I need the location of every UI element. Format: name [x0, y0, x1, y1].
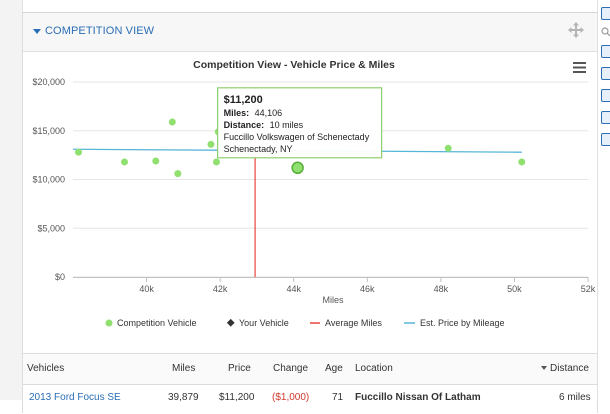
row-change: ($1,000): [272, 392, 310, 403]
left-gutter: [0, 0, 23, 400]
legend-estimate-label: Est. Price by Mileage: [420, 318, 505, 328]
legend-competition-label: Competition Vehicle: [117, 318, 197, 328]
col-distance-sort[interactable]: Distance: [541, 363, 589, 374]
col-location[interactable]: Location: [355, 363, 393, 374]
chart-container: Competition View - Vehicle Price & Miles…: [23, 52, 597, 350]
move-arrows-icon[interactable]: [568, 22, 584, 38]
row-distance: 6 miles: [559, 392, 591, 403]
hamburger-menu-icon[interactable]: [573, 62, 586, 73]
x-tick-label: 42k: [213, 284, 228, 294]
col-miles[interactable]: Miles: [172, 363, 196, 374]
tooltip-dealer: Fuccillo Volkswagen of Schenectady: [224, 132, 370, 142]
competition-point[interactable]: [121, 158, 128, 166]
sort-desc-icon: [541, 366, 547, 370]
tooltip-miles-value: 44,106: [255, 108, 283, 118]
legend-your-vehicle-label: Your Vehicle: [239, 318, 289, 328]
y-tick-label: $5,000: [37, 223, 65, 233]
x-tick-label: 40k: [139, 284, 154, 294]
tooltip: $11,200 Miles: 44,106 Distance: 10 miles…: [217, 87, 383, 159]
svg-text:Miles: 44,106: Miles: 44,106: [224, 108, 283, 118]
chart-title: Competition View - Vehicle Price & Miles: [193, 59, 395, 71]
competition-point[interactable]: [168, 118, 176, 126]
competition-point[interactable]: [174, 170, 182, 178]
caret-down-icon[interactable]: [33, 29, 41, 34]
rail-checkbox[interactable]: [601, 133, 610, 146]
x-tick-label: 52k: [581, 284, 596, 294]
row-age: 71: [332, 392, 344, 403]
rail-checkbox[interactable]: [601, 45, 610, 58]
legend-your-vehicle-marker: [226, 318, 235, 327]
x-tick-label: 44k: [286, 284, 301, 294]
competition-point[interactable]: [207, 140, 215, 148]
legend-average-label: Average Miles: [325, 318, 382, 328]
competition-point[interactable]: [212, 158, 220, 166]
panel-header: COMPETITION VIEW: [23, 13, 597, 52]
row-price: $11,200: [219, 392, 255, 403]
y-tick-label: $0: [55, 272, 65, 282]
legend-competition-marker: [105, 319, 113, 327]
tooltip-distance-label: Distance:: [224, 120, 265, 130]
svg-text:Distance: 10 miles: Distance: 10 miles: [224, 120, 304, 130]
col-price[interactable]: Price: [228, 363, 251, 374]
row-vehicle-link[interactable]: 2013 Ford Focus SE: [29, 392, 121, 403]
col-distance: Distance: [550, 363, 589, 374]
x-tick-label: 46k: [360, 284, 375, 294]
row-location: Fuccillo Nissan Of Latham: [355, 392, 481, 403]
row-miles: 39,879: [168, 392, 199, 403]
competition-point[interactable]: [518, 158, 526, 166]
rail-checkbox[interactable]: [601, 89, 610, 102]
panel-title[interactable]: COMPETITION VIEW: [45, 25, 155, 37]
tooltip-city: Schenectady, NY: [224, 144, 293, 154]
col-change[interactable]: Change: [273, 363, 309, 374]
competition-point[interactable]: [444, 144, 452, 152]
rail-checkbox[interactable]: [601, 7, 610, 20]
x-axis-label: Miles: [322, 295, 344, 305]
y-tick-label: $10,000: [32, 175, 65, 185]
rail-checkbox[interactable]: [601, 111, 610, 124]
x-tick-label: 50k: [507, 284, 522, 294]
col-age[interactable]: Age: [325, 363, 343, 374]
price-miles-chart: Competition View - Vehicle Price & Miles…: [32, 59, 596, 328]
competition-point[interactable]: [75, 148, 83, 156]
y-tick-label: $20,000: [32, 77, 65, 87]
search-icon[interactable]: [601, 27, 610, 37]
y-tick-label: $15,000: [32, 126, 65, 136]
tooltip-miles-label: Miles:: [224, 108, 250, 118]
tooltip-price: $11,200: [224, 94, 263, 106]
table-header: Vehicles Miles Price Change Age Location…: [23, 353, 597, 385]
x-tick-label: 48k: [434, 284, 449, 294]
competition-point-hovered[interactable]: [291, 161, 304, 175]
competition-view-panel: COMPETITION VIEW Competition View - Vehi…: [22, 12, 598, 413]
chart-legend: Competition Vehicle Your Vehicle Average…: [105, 318, 505, 328]
rail-checkbox[interactable]: [601, 67, 610, 80]
tooltip-distance-value: 10 miles: [270, 120, 304, 130]
table-row[interactable]: 2013 Ford Focus SE 39,879 $11,200 ($1,00…: [23, 384, 597, 414]
right-rail: [597, 0, 610, 400]
competition-point[interactable]: [152, 157, 160, 165]
col-vehicles[interactable]: Vehicles: [27, 363, 65, 374]
